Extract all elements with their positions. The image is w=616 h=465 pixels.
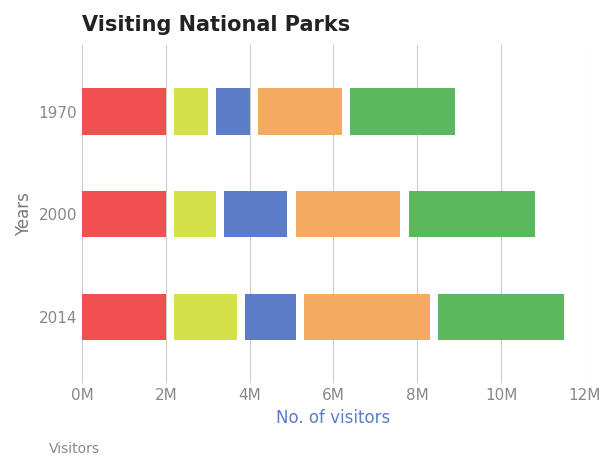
Bar bbox=[174, 191, 216, 237]
Bar bbox=[224, 191, 287, 237]
Bar bbox=[82, 88, 166, 135]
Bar bbox=[296, 191, 400, 237]
Bar bbox=[438, 293, 564, 340]
Bar bbox=[216, 88, 249, 135]
X-axis label: No. of visitors: No. of visitors bbox=[277, 409, 391, 427]
Bar bbox=[258, 88, 342, 135]
Bar bbox=[82, 293, 166, 340]
Bar bbox=[174, 88, 208, 135]
Text: Visitors: Visitors bbox=[49, 442, 100, 456]
Bar bbox=[350, 88, 455, 135]
Bar bbox=[245, 293, 296, 340]
Bar bbox=[174, 293, 237, 340]
Bar bbox=[82, 191, 166, 237]
Bar bbox=[409, 191, 535, 237]
Bar bbox=[304, 293, 430, 340]
Text: Visiting National Parks: Visiting National Parks bbox=[82, 15, 351, 35]
Y-axis label: Years: Years bbox=[15, 192, 33, 236]
